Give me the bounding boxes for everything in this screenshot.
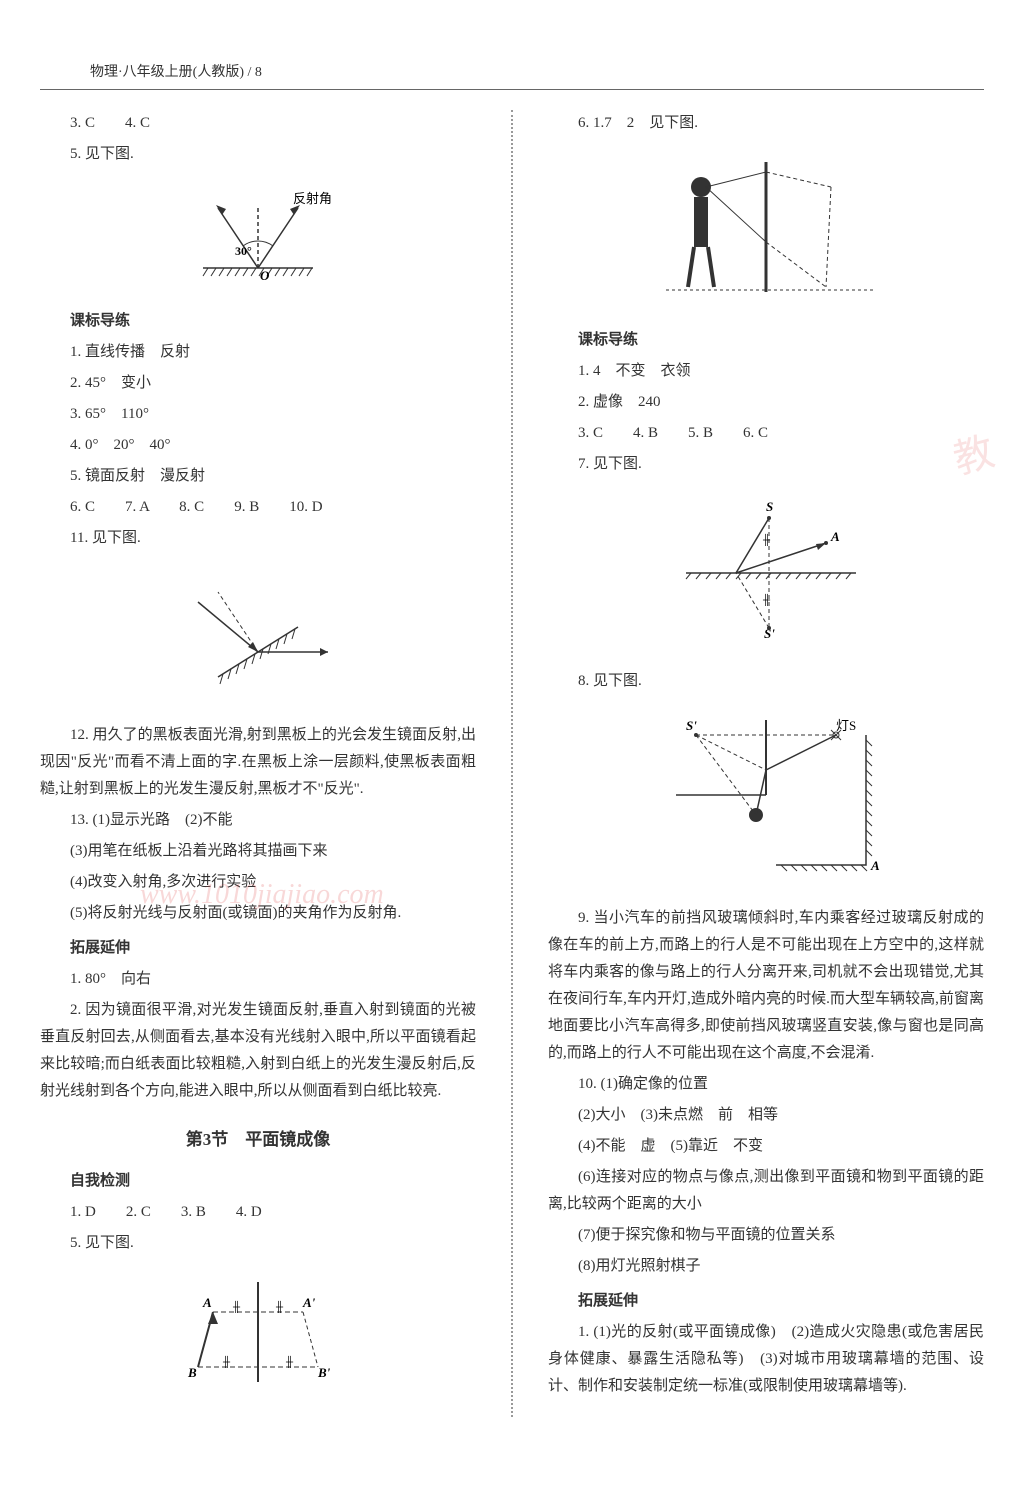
para-12: 12. 用久了的黑板表面光滑,射到黑板上的光会发生镜面反射,出现因"反光"而看不… [40,722,476,803]
reflection-diagram-sa: S A S' [548,493,984,653]
r-s2-para-1: 1. (1)光的反射(或平面镜成像) (2)造成火灾隐患(或危害居民身体健康、暴… [548,1319,984,1400]
svg-text:B': B' [317,1365,331,1380]
s3-item-1-4: 1. D 2. C 3. B 4. D [40,1199,476,1226]
column-divider [511,110,513,1417]
section-header-2: 拓展延伸 [40,935,476,962]
s3-item-5: 5. 见下图. [40,1230,476,1257]
person-mirror-diagram [548,152,984,312]
item-5: 5. 镜面反射 漫反射 [40,463,476,490]
r-item-10-7: (7)便于探究像和物与平面镜的位置关系 [548,1222,984,1249]
item-2: 2. 45° 变小 [40,370,476,397]
svg-text:╫: ╫ [275,1300,284,1314]
r-item-10-1: 10. (1)确定像的位置 [548,1071,984,1098]
r-section-header-1: 课标导练 [548,327,984,354]
svg-text:灯S: 灯S [836,718,856,733]
main-content: 3. C 4. C 5. 见下图. 反射角 30° [40,110,984,1417]
svg-text:A: A [202,1295,212,1310]
svg-text:S: S [766,499,773,514]
s2-item-1: 1. 80° 向右 [40,966,476,993]
r-section-header-2: 拓展延伸 [548,1288,984,1315]
reflection-diagram-2 [40,567,476,707]
r-item-10-8: (8)用灯光照射棋子 [548,1253,984,1280]
r-item-1: 1. 4 不变 衣领 [548,358,984,385]
page-header: 物理·八年级上册(人教版) / 8 [40,60,984,90]
s2-para-2: 2. 因为镜面很平滑,对光发生镜面反射,垂直入射到镜面的光被垂直反射回去,从侧面… [40,997,476,1105]
answer-5: 5. 见下图. [40,141,476,168]
svg-text:╫: ╫ [285,1355,294,1369]
r-item-10-2: (2)大小 (3)未点燃 前 相等 [548,1102,984,1129]
item-13-3: (3)用笔在纸板上沿着光路将其描画下来 [40,838,476,865]
svg-text:A': A' [302,1295,316,1310]
angle-label: 反射角 [293,191,332,206]
section-header-3: 自我检测 [40,1168,476,1195]
svg-text:╫: ╫ [222,1355,231,1369]
r-item-7: 7. 见下图. [548,451,984,478]
item-6-10: 6. C 7. A 8. C 9. B 10. D [40,494,476,521]
r-item-10-4: (4)不能 虚 (5)靠近 不变 [548,1133,984,1160]
svg-text:╫: ╫ [762,533,771,547]
reflection-diagram-1: 反射角 30° O [40,183,476,293]
mirror-image-diagram: A A' B B' ╫ ╫ ╫ ╫ [40,1272,476,1402]
r-item-2: 2. 虚像 240 [548,389,984,416]
r-answer-6: 6. 1.7 2 见下图. [548,110,984,137]
svg-text:A: A [830,529,840,544]
item-1: 1. 直线传播 反射 [40,339,476,366]
answer-3-4: 3. C 4. C [40,110,476,137]
section-header-1: 课标导练 [40,308,476,335]
section-3-title: 第3节 平面镜成像 [40,1125,476,1156]
item-13-4: (4)改变入射角,多次进行实验 [40,869,476,896]
r-item-8: 8. 见下图. [548,668,984,695]
left-column: 3. C 4. C 5. 见下图. 反射角 30° [40,110,476,1417]
item-4: 4. 0° 20° 40° [40,432,476,459]
item-3: 3. 65° 110° [40,401,476,428]
r-item-3-6: 3. C 4. B 5. B 6. C [548,420,984,447]
item-11: 11. 见下图. [40,525,476,552]
svg-text:╫: ╫ [762,593,771,607]
svg-text:B: B [187,1365,197,1380]
r-para-9: 9. 当小汽车的前挡风玻璃倾斜时,车内乘客经过玻璃反射成的像在车的前上方,而路上… [548,905,984,1067]
svg-text:S': S' [686,718,697,733]
item-13-5: (5)将反射光线与反射面(或镜面)的夹角作为反射角. [40,900,476,927]
svg-text:╫: ╫ [232,1300,241,1314]
item-13-1: 13. (1)显示光路 (2)不能 [40,807,476,834]
svg-text:O: O [260,268,270,283]
svg-text:A: A [870,858,880,873]
wall-lamp-diagram: S' 灯S A [548,710,984,890]
right-column: 6. 1.7 2 见下图. 课标导练 1. 4 不变 衣领 2. 虚像 240 … [548,110,984,1417]
r-item-10-6: (6)连接对应的物点与像点,测出像到平面镜和物到平面镜的距离,比较两个距离的大小 [548,1164,984,1218]
